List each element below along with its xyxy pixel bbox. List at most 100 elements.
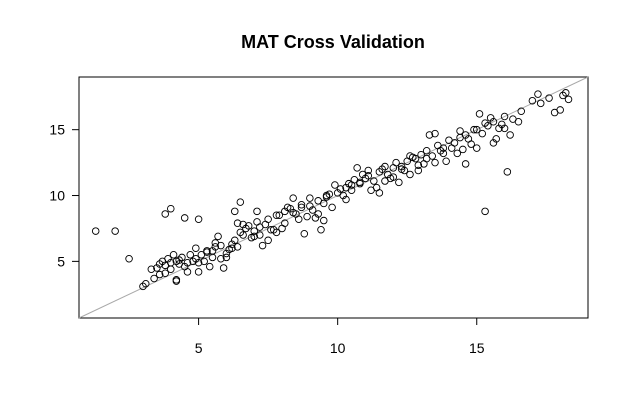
data-point bbox=[528, 96, 537, 105]
data-point bbox=[475, 110, 484, 118]
data-point bbox=[364, 172, 373, 180]
data-point bbox=[303, 212, 311, 221]
data-point bbox=[153, 264, 161, 272]
data-point bbox=[306, 194, 314, 202]
data-point bbox=[111, 227, 119, 235]
data-point bbox=[447, 144, 456, 152]
data-point bbox=[264, 215, 272, 223]
data-point bbox=[470, 125, 478, 134]
data-point bbox=[439, 149, 448, 158]
data-point bbox=[306, 202, 314, 210]
data-point bbox=[194, 268, 203, 276]
data-point bbox=[358, 170, 367, 179]
data-point bbox=[258, 241, 267, 250]
data-point bbox=[478, 129, 487, 138]
data-point bbox=[431, 129, 439, 138]
data-point bbox=[239, 220, 247, 229]
data-point bbox=[456, 127, 464, 135]
data-point bbox=[378, 165, 386, 173]
data-point bbox=[484, 121, 492, 130]
data-point bbox=[183, 268, 192, 276]
data-point bbox=[364, 166, 373, 175]
data-point bbox=[375, 189, 384, 197]
data-point bbox=[464, 135, 473, 143]
data-point bbox=[308, 206, 317, 214]
data-point bbox=[269, 226, 278, 234]
data-point bbox=[233, 219, 242, 227]
data-point bbox=[461, 160, 470, 168]
data-point bbox=[194, 258, 203, 267]
data-point bbox=[545, 94, 553, 102]
y-tick-label: 5 bbox=[57, 253, 65, 269]
data-point bbox=[500, 124, 509, 133]
data-point bbox=[320, 199, 328, 208]
data-point bbox=[375, 168, 384, 176]
data-point bbox=[256, 231, 264, 239]
data-point bbox=[155, 270, 164, 279]
data-point bbox=[211, 239, 220, 247]
data-point bbox=[219, 264, 228, 272]
data-point bbox=[414, 161, 423, 169]
data-point bbox=[431, 158, 439, 167]
data-point bbox=[436, 146, 445, 155]
data-point bbox=[317, 226, 325, 234]
data-point bbox=[486, 114, 495, 122]
data-point bbox=[169, 251, 178, 259]
data-point bbox=[272, 228, 281, 237]
data-point bbox=[300, 229, 309, 238]
data-point bbox=[139, 282, 147, 291]
data-point bbox=[322, 193, 331, 201]
data-point bbox=[272, 211, 281, 220]
data-point bbox=[461, 131, 470, 139]
data-point bbox=[161, 210, 169, 218]
data-point bbox=[244, 222, 253, 230]
data-point bbox=[200, 257, 208, 266]
data-point bbox=[256, 223, 264, 231]
data-point bbox=[222, 253, 231, 262]
data-point bbox=[353, 164, 361, 172]
data-point bbox=[150, 274, 158, 283]
data-point bbox=[514, 118, 523, 126]
data-point bbox=[472, 125, 481, 134]
data-point bbox=[217, 254, 225, 263]
data-point bbox=[503, 168, 512, 176]
data-point bbox=[356, 178, 364, 187]
x-tick-label: 15 bbox=[469, 340, 485, 356]
data-point bbox=[417, 150, 425, 159]
data-point bbox=[180, 214, 189, 222]
data-point bbox=[534, 90, 542, 98]
data-point bbox=[325, 190, 334, 198]
data-point bbox=[336, 185, 345, 193]
data-point bbox=[222, 249, 231, 258]
data-point bbox=[481, 207, 489, 216]
data-point bbox=[442, 157, 450, 166]
data-point bbox=[481, 119, 489, 127]
data-point bbox=[203, 248, 211, 256]
data-point bbox=[422, 146, 431, 155]
data-point bbox=[370, 177, 378, 185]
data-point bbox=[275, 211, 284, 220]
data-point bbox=[414, 166, 423, 175]
data-point bbox=[453, 149, 462, 158]
data-point bbox=[167, 258, 175, 267]
data-point bbox=[489, 118, 498, 126]
plot-frame bbox=[78, 76, 589, 319]
data-point bbox=[250, 232, 258, 241]
data-point bbox=[328, 203, 336, 212]
data-point bbox=[250, 227, 258, 235]
y-tick-label: 15 bbox=[49, 122, 65, 138]
data-point bbox=[495, 124, 503, 133]
data-point bbox=[339, 191, 347, 200]
data-point bbox=[164, 254, 172, 263]
data-point bbox=[311, 214, 320, 222]
data-point bbox=[236, 228, 245, 237]
data-point bbox=[506, 131, 514, 139]
data-point bbox=[500, 112, 509, 121]
x-tick-label: 5 bbox=[195, 340, 203, 356]
x-axis: 5 10 15 bbox=[195, 318, 485, 356]
data-point bbox=[320, 216, 328, 225]
data-point bbox=[167, 204, 175, 213]
data-point bbox=[281, 219, 289, 227]
data-point bbox=[392, 158, 400, 167]
